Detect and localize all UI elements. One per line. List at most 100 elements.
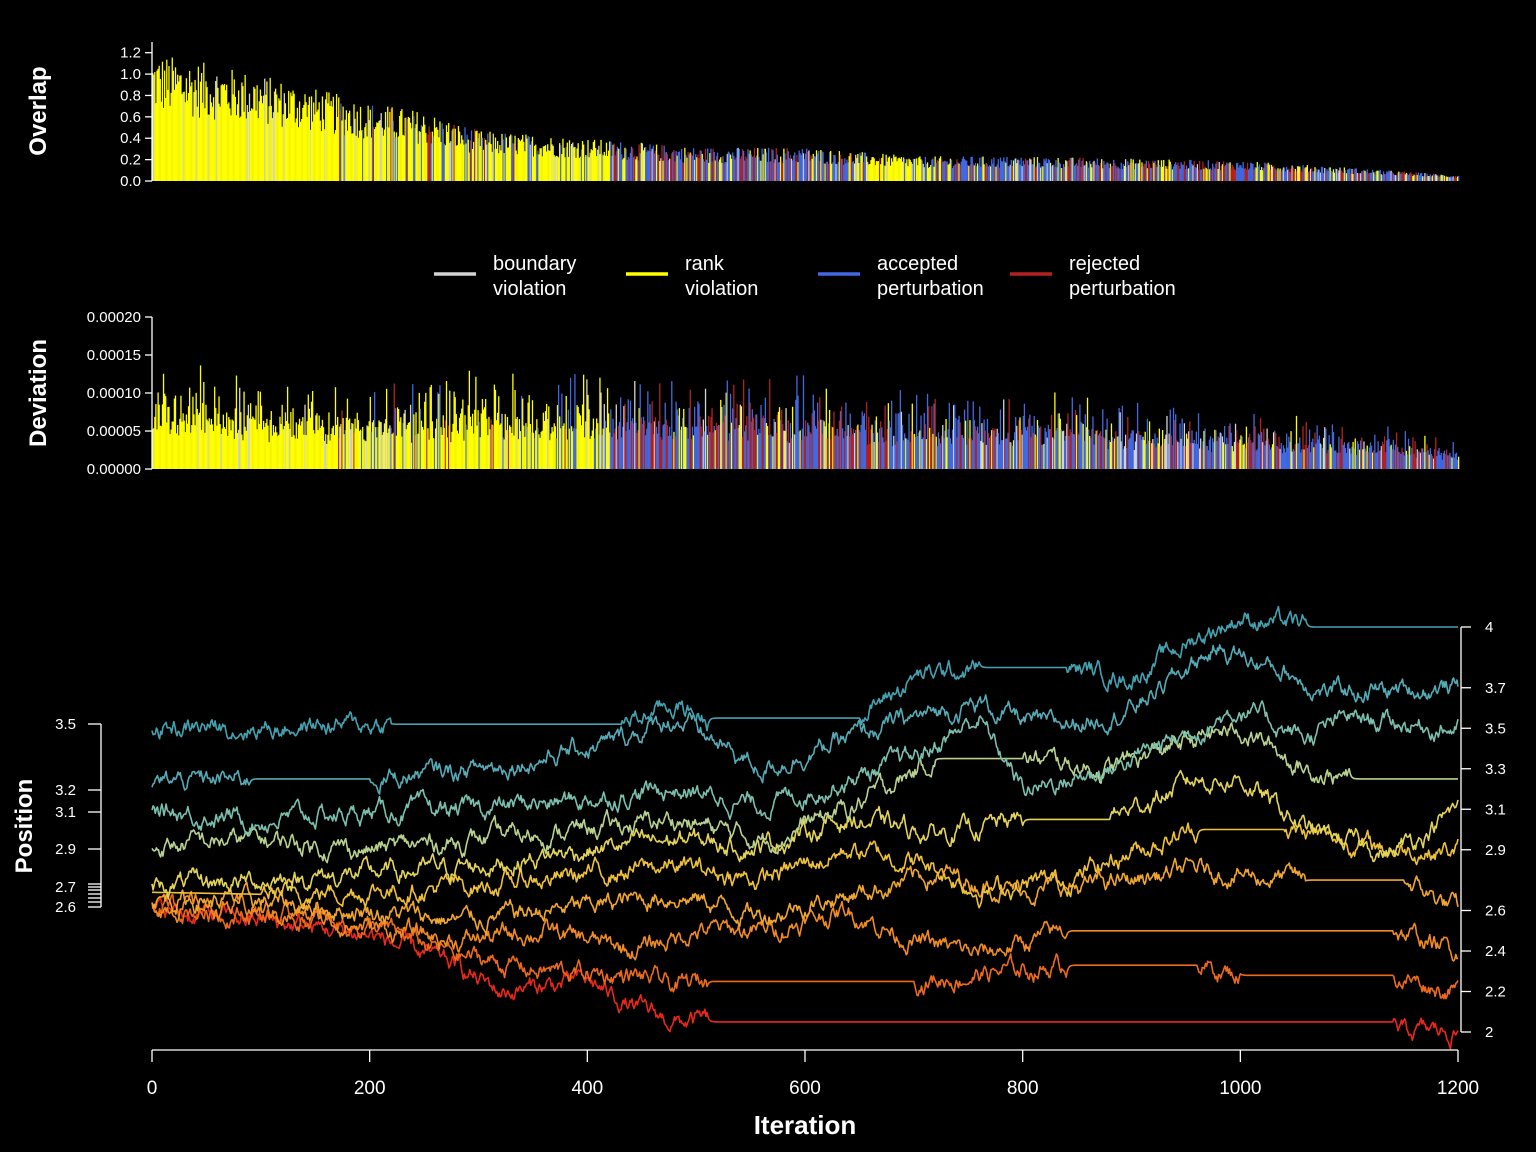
- bar: [1303, 449, 1305, 469]
- bar: [888, 420, 891, 469]
- bar: [1090, 437, 1092, 469]
- bar: [364, 440, 366, 469]
- bar: [354, 418, 356, 469]
- bar: [1030, 159, 1032, 181]
- bar: [647, 391, 649, 469]
- bar: [538, 154, 540, 181]
- legend-label-accepted: accepted: [877, 253, 958, 275]
- bar: [1339, 167, 1341, 181]
- bar: [739, 404, 741, 469]
- legend-label-rank-line2: violation: [685, 278, 758, 300]
- bar: [1194, 166, 1196, 181]
- bar: [1030, 437, 1032, 469]
- bar: [613, 433, 615, 469]
- bar: [584, 157, 586, 181]
- bar: [297, 127, 300, 181]
- bar: [966, 444, 968, 469]
- bar: [725, 162, 727, 181]
- bar: [1203, 430, 1205, 469]
- bar: [313, 430, 315, 469]
- bar: [319, 120, 321, 181]
- bar: [950, 443, 953, 469]
- bar: [169, 434, 171, 469]
- bar: [195, 392, 197, 469]
- bar: [1326, 453, 1328, 469]
- bar: [548, 150, 550, 181]
- bar: [285, 118, 288, 181]
- bar: [855, 430, 857, 469]
- bar: [749, 150, 751, 181]
- bar: [1280, 171, 1282, 181]
- bar: [1135, 433, 1138, 469]
- bar: [1391, 449, 1393, 469]
- bar: [233, 79, 235, 181]
- bar: [820, 150, 822, 181]
- bar: [633, 423, 635, 469]
- bar: [575, 428, 577, 469]
- bar: [926, 162, 929, 181]
- bar: [700, 426, 702, 469]
- bar: [995, 436, 997, 469]
- bar: [1437, 450, 1439, 469]
- bar: [1219, 432, 1221, 469]
- bar: [553, 155, 555, 181]
- bar: [877, 441, 880, 469]
- bar: [720, 157, 722, 181]
- bar: [441, 123, 443, 181]
- bar: [1224, 166, 1226, 181]
- bar: [1437, 175, 1439, 181]
- bar: [1235, 162, 1238, 181]
- bar: [909, 159, 911, 181]
- bar: [1117, 436, 1119, 469]
- bar: [544, 411, 547, 469]
- bar: [771, 436, 773, 469]
- bar: [418, 131, 420, 181]
- bar: [896, 441, 898, 469]
- bar: [1404, 174, 1406, 181]
- bar: [1152, 439, 1154, 469]
- bar: [1131, 162, 1133, 181]
- bar: [572, 142, 574, 181]
- bar: [391, 434, 393, 469]
- bar: [565, 147, 567, 181]
- bar: [994, 166, 996, 181]
- bar: [1325, 172, 1327, 181]
- bar: [529, 144, 531, 181]
- bar: [803, 435, 806, 469]
- position-series-line: [151, 700, 1459, 837]
- bar: [971, 440, 973, 469]
- bar: [805, 153, 807, 181]
- bar: [425, 392, 427, 469]
- bar: [689, 152, 691, 181]
- bar: [1048, 160, 1051, 181]
- bar: [444, 145, 447, 181]
- bar: [608, 413, 610, 469]
- bar: [321, 96, 324, 181]
- bar: [796, 154, 798, 181]
- bar: [955, 418, 957, 469]
- bar: [1234, 423, 1237, 469]
- bar: [1324, 167, 1326, 181]
- bar: [739, 158, 741, 181]
- bar: [450, 141, 452, 181]
- bar: [865, 156, 868, 181]
- bar: [868, 164, 870, 181]
- bar: [907, 166, 909, 181]
- bar: [814, 156, 817, 181]
- bar: [204, 108, 206, 181]
- bar: [1064, 166, 1066, 181]
- bar: [795, 161, 797, 181]
- position-series-line: [151, 605, 1458, 741]
- bar: [1276, 170, 1278, 181]
- bar: [346, 398, 349, 469]
- bar: [173, 89, 176, 181]
- bar: [249, 110, 252, 181]
- bar: [631, 418, 634, 469]
- bar: [645, 435, 647, 469]
- bar: [1007, 166, 1009, 181]
- bar: [848, 156, 850, 181]
- bar: [155, 404, 157, 469]
- bar: [1188, 431, 1190, 469]
- bar: [172, 70, 174, 181]
